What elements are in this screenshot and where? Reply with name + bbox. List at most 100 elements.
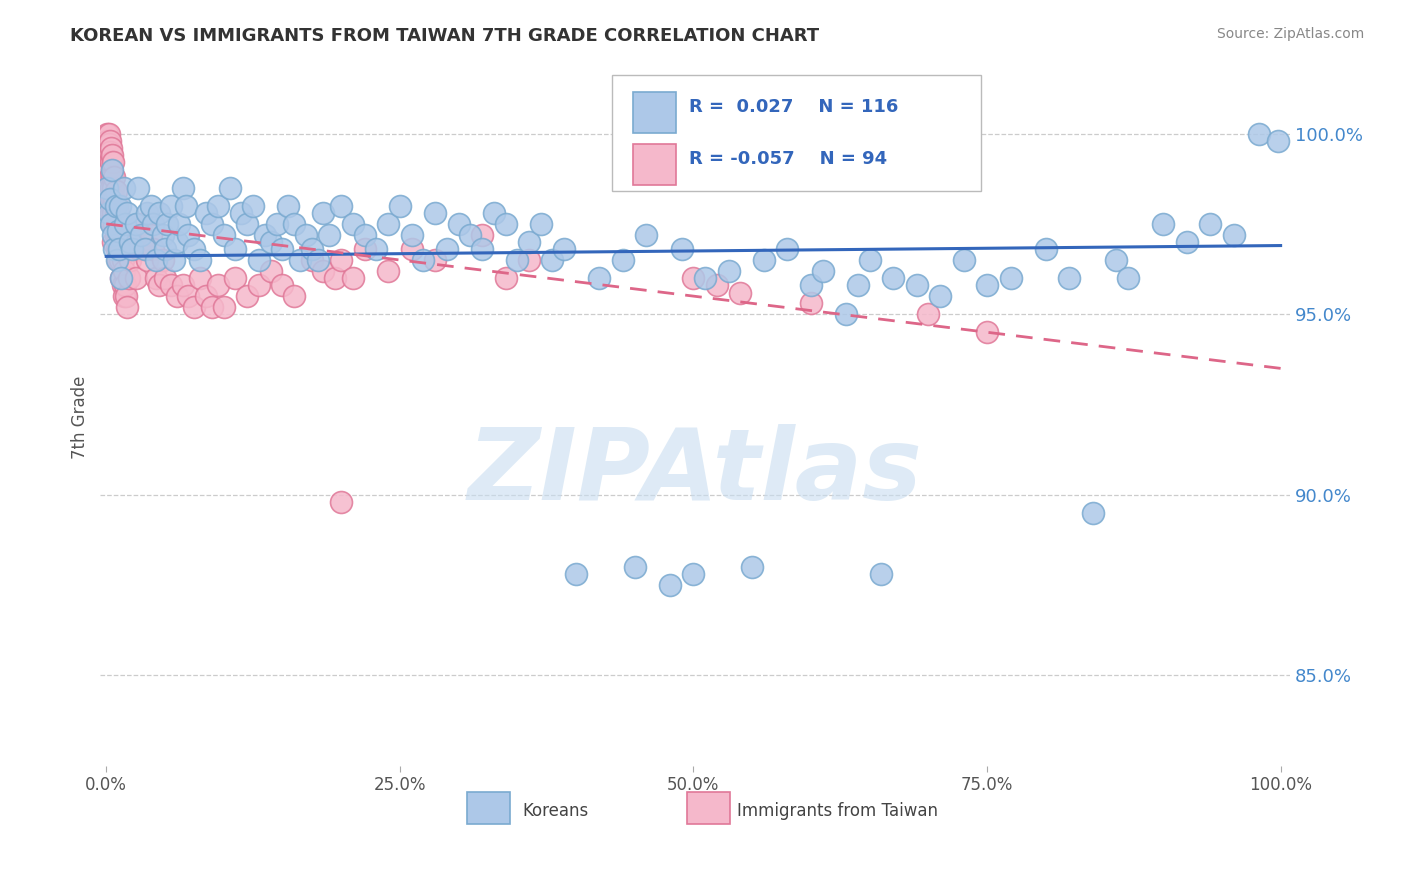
Point — [1000, 271, 1022, 285]
Point — [159, 199, 181, 213]
Point — [506, 252, 529, 267]
Y-axis label: 7th Grade: 7th Grade — [72, 376, 89, 458]
Point — [163, 252, 186, 267]
Point — [110, 271, 132, 285]
Point — [412, 252, 434, 267]
Point — [97, 152, 120, 166]
Point — [259, 264, 281, 278]
Point — [183, 300, 205, 314]
Point — [882, 271, 904, 285]
Point — [447, 217, 470, 231]
Point — [110, 227, 132, 242]
Point — [301, 252, 323, 267]
Point — [121, 227, 143, 242]
Point — [530, 217, 553, 231]
Point — [115, 289, 138, 303]
Point — [195, 206, 218, 220]
Point — [97, 206, 120, 220]
Point — [423, 252, 446, 267]
Point — [136, 206, 159, 220]
Point — [188, 271, 211, 285]
Point — [671, 242, 693, 256]
Text: Immigrants from Taiwan: Immigrants from Taiwan — [737, 802, 938, 820]
FancyBboxPatch shape — [612, 76, 981, 191]
Point — [401, 242, 423, 256]
Point — [776, 242, 799, 256]
Text: Source: ZipAtlas.com: Source: ZipAtlas.com — [1216, 27, 1364, 41]
Point — [100, 155, 122, 169]
Point — [103, 155, 125, 169]
Point — [124, 217, 146, 231]
Point — [929, 289, 952, 303]
Point — [104, 227, 127, 242]
Point — [353, 227, 375, 242]
Point — [117, 271, 139, 285]
Point — [98, 169, 121, 184]
Point — [100, 141, 122, 155]
Point — [553, 242, 575, 256]
Point — [98, 192, 121, 206]
Point — [105, 199, 128, 213]
Point — [366, 242, 388, 256]
Point — [108, 242, 131, 256]
Point — [212, 227, 235, 242]
Point — [148, 278, 170, 293]
Point — [153, 242, 176, 256]
Point — [682, 567, 704, 582]
Point — [96, 127, 118, 141]
Point — [682, 271, 704, 285]
Point — [253, 227, 276, 242]
Point — [114, 217, 136, 231]
Point — [145, 252, 167, 267]
Point — [976, 325, 998, 339]
Point — [97, 137, 120, 152]
Point — [330, 252, 353, 267]
Point — [103, 227, 125, 242]
Point — [97, 162, 120, 177]
Point — [271, 278, 294, 293]
Point — [124, 271, 146, 285]
Point — [188, 252, 211, 267]
Point — [212, 300, 235, 314]
Point — [717, 264, 740, 278]
Point — [172, 278, 194, 293]
FancyBboxPatch shape — [467, 792, 509, 824]
Point — [152, 227, 174, 242]
Point — [195, 289, 218, 303]
Point — [247, 278, 270, 293]
Point — [1035, 242, 1057, 256]
Point — [201, 217, 224, 231]
Point — [811, 264, 834, 278]
Point — [330, 199, 353, 213]
Point — [107, 227, 129, 242]
Point — [1249, 127, 1271, 141]
Point — [706, 278, 728, 293]
Point — [1175, 235, 1198, 249]
Point — [277, 199, 299, 213]
Point — [101, 217, 124, 231]
Point — [1222, 227, 1244, 242]
Point — [110, 252, 132, 267]
Point — [153, 271, 176, 285]
Point — [231, 206, 253, 220]
Point — [177, 289, 200, 303]
Point — [103, 180, 125, 194]
Point — [142, 217, 165, 231]
Point — [1081, 506, 1104, 520]
FancyBboxPatch shape — [633, 92, 676, 133]
Point — [152, 252, 174, 267]
Point — [1199, 217, 1222, 231]
Point — [104, 206, 127, 220]
Point — [236, 217, 259, 231]
Point — [952, 252, 974, 267]
Point — [271, 242, 294, 256]
Text: R =  0.027    N = 116: R = 0.027 N = 116 — [689, 98, 898, 116]
Point — [96, 180, 118, 194]
Point — [207, 199, 229, 213]
Point — [301, 242, 323, 256]
Point — [517, 252, 540, 267]
Point — [110, 199, 132, 213]
Point — [835, 307, 858, 321]
Point — [166, 289, 188, 303]
Point — [103, 217, 125, 231]
